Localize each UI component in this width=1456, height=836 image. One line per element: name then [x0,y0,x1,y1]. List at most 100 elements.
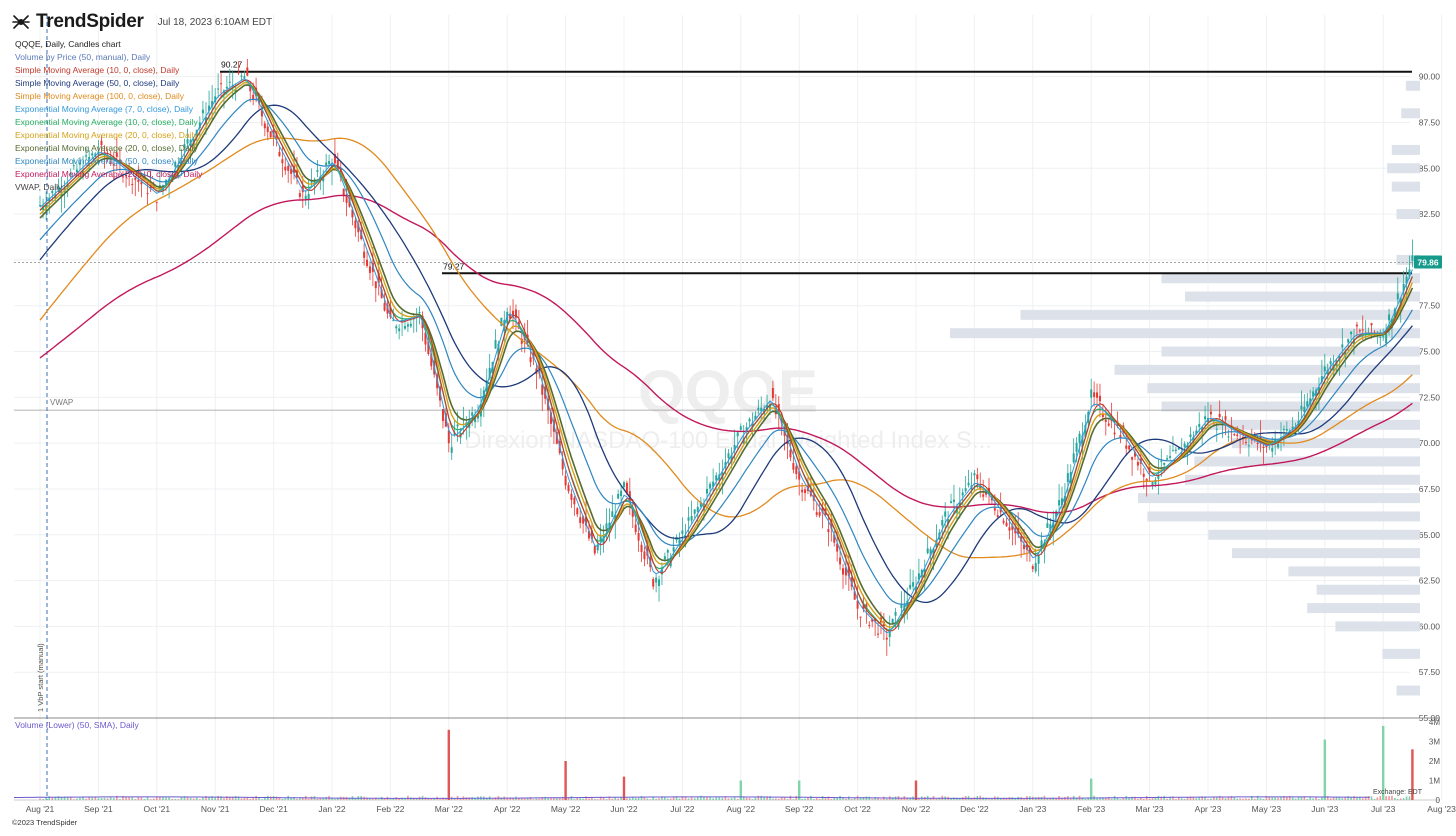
candle-body [316,169,319,172]
legend-item[interactable]: QQQE, Daily, Candles chart [15,39,121,49]
volume-bar [1099,797,1101,800]
candle-body [1134,451,1136,457]
candle-body [174,161,177,167]
candle-body [739,426,742,430]
volume-bar [850,798,853,800]
volume-bar [970,798,973,800]
candle-body [1320,376,1323,382]
volume-bar [631,796,634,800]
candle-body [269,131,272,138]
candle-body [961,492,964,496]
volume-bar [1361,798,1364,800]
volume-bar [48,796,51,800]
candle-body [736,432,739,436]
candle-body [497,343,500,356]
candle-body [424,332,427,345]
volume-bar [1075,797,1078,800]
candle-body [217,88,220,90]
candle-body [678,539,681,544]
volume-bar [999,798,1002,800]
candle-body [941,519,944,526]
volume-bar [195,797,198,800]
legend-item[interactable]: Exponential Moving Average (50, 0, close… [15,156,198,166]
volume-bar [1329,798,1332,800]
volume-bar [1192,797,1195,800]
legend-item[interactable]: Simple Moving Average (10, 0, close), Da… [15,65,180,75]
volume-bar [1370,796,1373,800]
volume-bar [553,797,555,800]
ema-20-line [39,84,1414,625]
candle-body [760,407,763,412]
volume-bar [909,797,911,800]
volume-bar [54,796,57,800]
volume-bar [1172,796,1174,800]
current-price-badge [1414,255,1442,269]
volume-bar [88,796,90,800]
y-tick-label: 87.50 [1419,117,1441,127]
candle-body [351,209,354,218]
volume-bar [561,796,564,800]
volume-bar [322,798,325,800]
volume-bar [801,799,803,800]
legend-item[interactable]: Simple Moving Average (100, 0, close), D… [15,91,184,101]
volume-bar [1288,796,1291,800]
volume-bar [938,797,941,800]
volume-bar [804,798,806,800]
candle-body [1096,392,1099,398]
legend-item[interactable]: Exponential Moving Average (20, 0, close… [15,130,198,140]
volume-spike [1323,739,1326,800]
candle-body [1101,414,1104,417]
candle-body [474,416,477,423]
candle-body [1408,269,1411,277]
volume-bar [1221,796,1224,800]
candle-body [1107,423,1110,426]
candle-body [766,404,769,410]
candle-body [712,481,715,487]
x-tick-label: May '22 [551,804,581,814]
volume-bar [39,798,41,800]
candle-body [789,449,792,458]
volume-bar [637,797,640,800]
legend-item[interactable]: Volume by Price (50, manual), Daily [15,52,151,62]
candle-body [88,156,91,160]
volume-bar [307,798,310,800]
volume-bar [258,797,260,800]
legend-item[interactable]: Exponential Moving Average (200, 0, clos… [15,169,203,179]
volume-bar [485,798,488,800]
candle-body [751,422,754,428]
legend-item[interactable]: Simple Moving Average (50, 0, close), Da… [15,78,180,88]
vbp-bar [1232,548,1420,559]
legend-item[interactable]: Exponential Moving Average (20, 0, close… [15,143,198,153]
volume-bar [1142,798,1145,800]
candle-body [450,447,453,453]
candle-body [801,489,804,493]
legend-item[interactable]: VWAP, Daily [15,182,63,192]
candle-body [1262,446,1265,448]
candle-body [500,317,503,326]
vbp-bar [1161,273,1420,284]
volume-bar [950,798,952,800]
volume-bar [880,799,882,800]
candle-body [912,582,915,587]
candle-body [1174,449,1177,452]
legend-item[interactable]: Exponential Moving Average (10, 0, close… [15,117,198,127]
candle-body [374,281,377,289]
volume-bar [602,797,605,800]
volume-bar [57,796,60,800]
ema-7-line [39,77,1413,634]
candle-body [929,549,932,556]
candle-body [456,424,459,427]
volume-bar [842,797,844,800]
volume-bar [1204,796,1206,800]
legend-item[interactable]: Exponential Moving Average (7, 0, close)… [15,104,193,114]
volume-bar [316,798,319,800]
candle-body [1049,524,1052,531]
candle-body [839,557,842,565]
volume-bar [226,796,228,800]
candle-body [917,573,920,580]
volume-bar [1402,798,1405,800]
candle-body [512,310,515,318]
candle-body [380,289,383,299]
x-tick-label: Mar '23 [1136,804,1164,814]
